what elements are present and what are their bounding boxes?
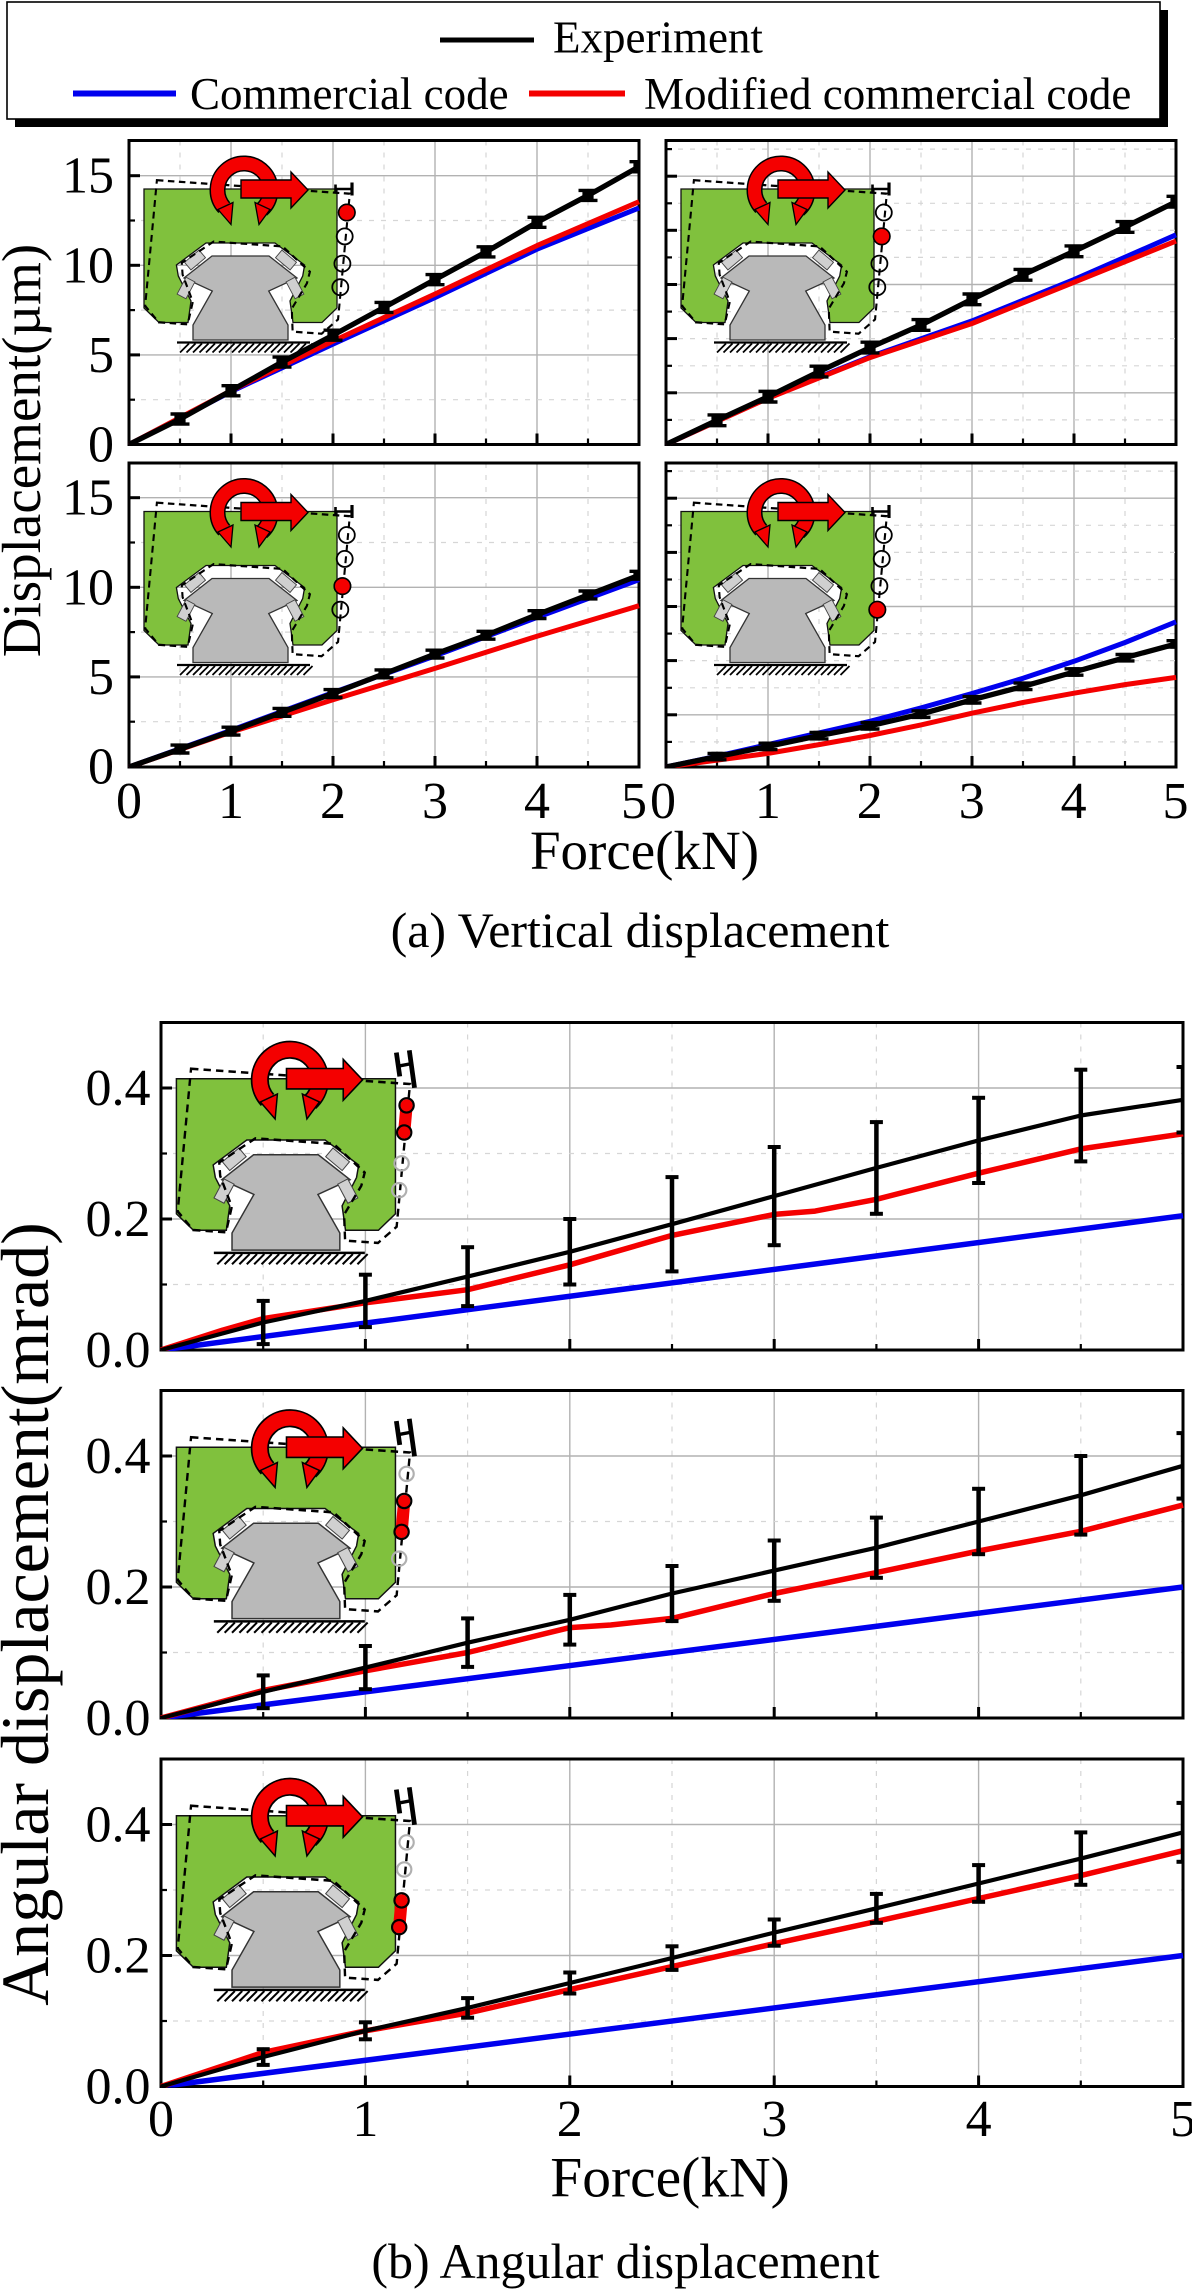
svg-text:5: 5 (621, 773, 647, 830)
svg-text:1: 1 (218, 773, 244, 830)
svg-text:0.0: 0.0 (86, 1322, 151, 1379)
svg-text:0: 0 (650, 773, 676, 830)
svg-text:0.2: 0.2 (86, 1928, 151, 1985)
svg-text:0: 0 (148, 2091, 174, 2148)
svg-text:5: 5 (88, 649, 114, 706)
svg-text:4: 4 (524, 773, 550, 830)
svg-text:10: 10 (62, 559, 114, 616)
svg-text:1: 1 (352, 2091, 378, 2148)
svg-text:0.4: 0.4 (86, 1797, 151, 1854)
svg-text:Force(kN): Force(kN) (530, 820, 759, 881)
svg-text:5: 5 (1170, 2091, 1192, 2148)
svg-text:15: 15 (62, 470, 114, 527)
svg-text:0.4: 0.4 (86, 1428, 151, 1485)
svg-text:10: 10 (62, 237, 114, 294)
svg-text:3: 3 (761, 2091, 787, 2148)
svg-text:5: 5 (1163, 773, 1189, 830)
svg-text:0: 0 (88, 417, 114, 474)
svg-text:4: 4 (966, 2091, 992, 2148)
svg-text:0.0: 0.0 (86, 1690, 151, 1747)
svg-text:Angular displacement(mrad): Angular displacement(mrad) (0, 1222, 63, 2006)
svg-text:0.0: 0.0 (86, 2059, 151, 2116)
svg-text:Force(kN): Force(kN) (550, 2147, 790, 2210)
svg-text:3: 3 (422, 773, 448, 830)
svg-text:Experiment: Experiment (553, 13, 763, 63)
svg-text:0.2: 0.2 (86, 1559, 151, 1616)
svg-text:Displacement(µm): Displacement(µm) (0, 244, 52, 658)
svg-text:4: 4 (1061, 773, 1087, 830)
svg-text:2: 2 (557, 2091, 583, 2148)
svg-text:1: 1 (755, 773, 781, 830)
svg-text:Commercial code: Commercial code (190, 69, 509, 119)
svg-text:15: 15 (62, 148, 114, 205)
svg-text:(a) Vertical displacement: (a) Vertical displacement (391, 902, 890, 958)
svg-text:3: 3 (959, 773, 985, 830)
svg-text:2: 2 (857, 773, 883, 830)
svg-text:0.2: 0.2 (86, 1191, 151, 1248)
svg-text:5: 5 (88, 327, 114, 384)
svg-text:0: 0 (116, 773, 142, 830)
svg-text:Modified commercial code: Modified commercial code (644, 69, 1131, 119)
svg-text:0.4: 0.4 (86, 1060, 151, 1117)
svg-text:0: 0 (88, 739, 114, 796)
svg-text:(b) Angular displacement: (b) Angular displacement (371, 2233, 879, 2289)
svg-text:2: 2 (320, 773, 346, 830)
